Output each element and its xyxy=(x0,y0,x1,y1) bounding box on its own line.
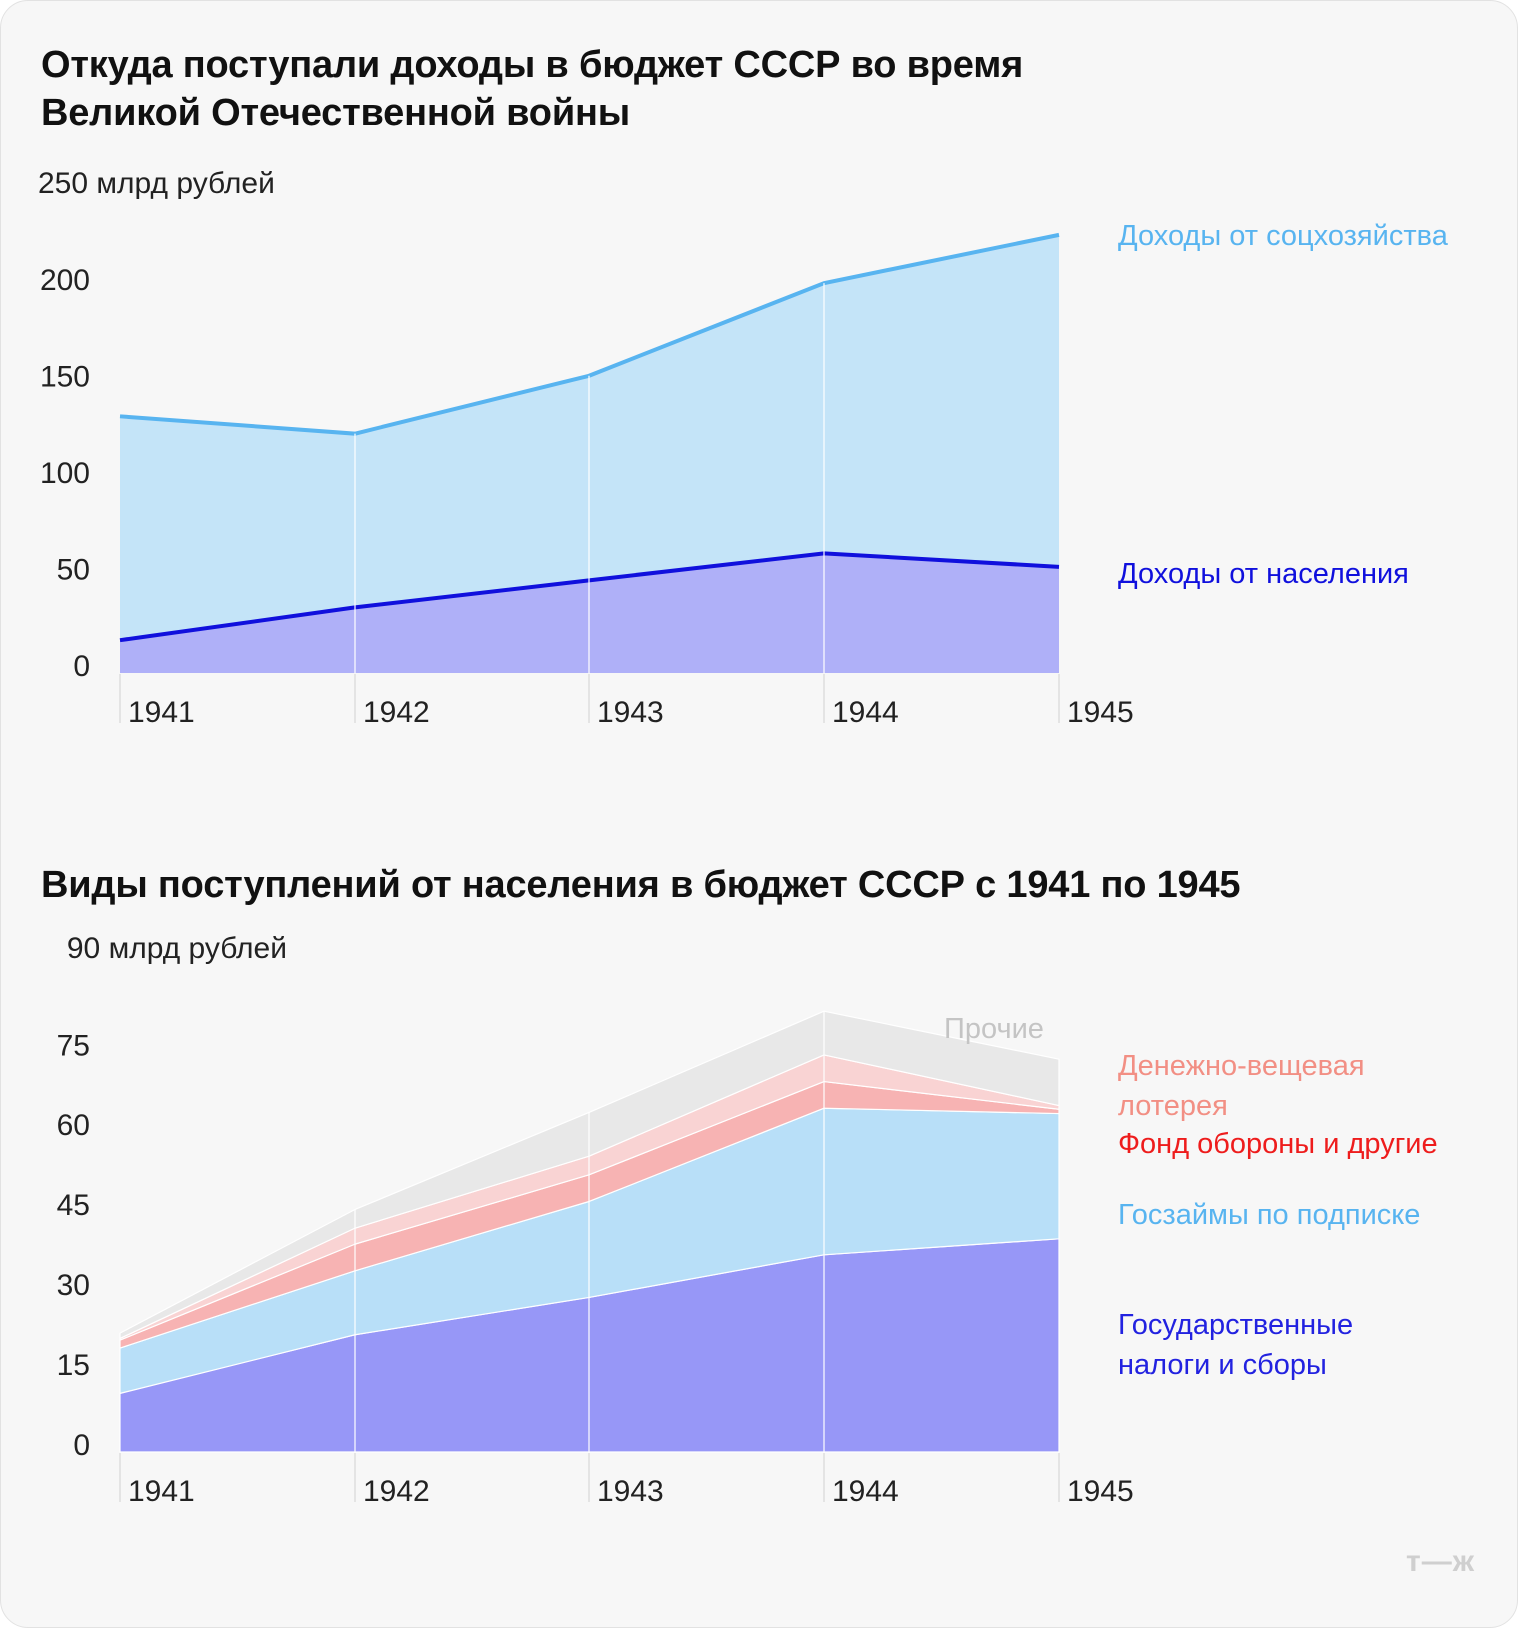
x-tick-label-1945: 1945 xyxy=(1067,1475,1134,1508)
x-tick-label-1942: 1942 xyxy=(363,1475,430,1508)
x-tick-label-1942: 1942 xyxy=(363,696,430,729)
y-tick-label: 30 xyxy=(57,1269,90,1302)
y-tick-label: 200 xyxy=(40,264,90,297)
y-tick-label: 15 xyxy=(57,1349,90,1382)
x-tick-label-1943: 1943 xyxy=(597,696,664,729)
area-other xyxy=(119,1010,1060,1340)
y-tick-label: 0 xyxy=(73,1429,90,1462)
series-label-loans: Госзаймы по подписке xyxy=(1118,1199,1420,1231)
y-tick-label: 75 xyxy=(57,1029,90,1062)
chart-population-revenue-types: 90 млрд рублей 0 15 30 45 60 75 1941 1942 1943 194… xyxy=(57,932,1438,1508)
y-tick-label: 0 xyxy=(73,650,90,683)
y-axis-label: 90 млрд рублей xyxy=(67,932,287,965)
series-label-defense: Фонд обороны и другие xyxy=(1118,1128,1438,1160)
y-tick-label: 60 xyxy=(57,1109,90,1142)
x-tick-label-1945: 1945 xyxy=(1067,696,1134,729)
x-tick-label-1944: 1944 xyxy=(832,1475,899,1508)
x-tick-label-1944: 1944 xyxy=(832,696,899,729)
chart-revenue-sources: 250 млрд рублей 0 50 100 150 200 1941 1942 1943 1… xyxy=(38,167,1449,729)
y-tick-label: 150 xyxy=(40,361,90,394)
chart-title-population-revenue-types: Виды поступлений от населения в бюджет С… xyxy=(41,864,1241,906)
x-tick-label-1941: 1941 xyxy=(128,1475,195,1508)
series-label-soc: Доходы от соцхозяйства xyxy=(1118,220,1449,252)
x-tick-label-1941: 1941 xyxy=(128,696,195,729)
series-label-population: Доходы от населения xyxy=(1118,558,1409,590)
x-tick-label-1943: 1943 xyxy=(597,1475,664,1508)
y-tick-label: 45 xyxy=(57,1189,90,1222)
series-label-other: Прочие xyxy=(944,1013,1044,1045)
series-label-taxes: Государственные налоги и сборы xyxy=(1118,1309,1353,1381)
chart-title-revenue-sources: Откуда поступали доходы в бюджет СССР во… xyxy=(41,44,1024,134)
y-tick-label: 100 xyxy=(40,457,90,490)
series-label-lottery: Денежно-вещевая лотерея xyxy=(1118,1050,1365,1122)
logo: т—ж xyxy=(1406,1545,1475,1578)
y-tick-label: 50 xyxy=(57,554,90,587)
y-axis-label: 250 млрд рублей xyxy=(38,167,275,200)
